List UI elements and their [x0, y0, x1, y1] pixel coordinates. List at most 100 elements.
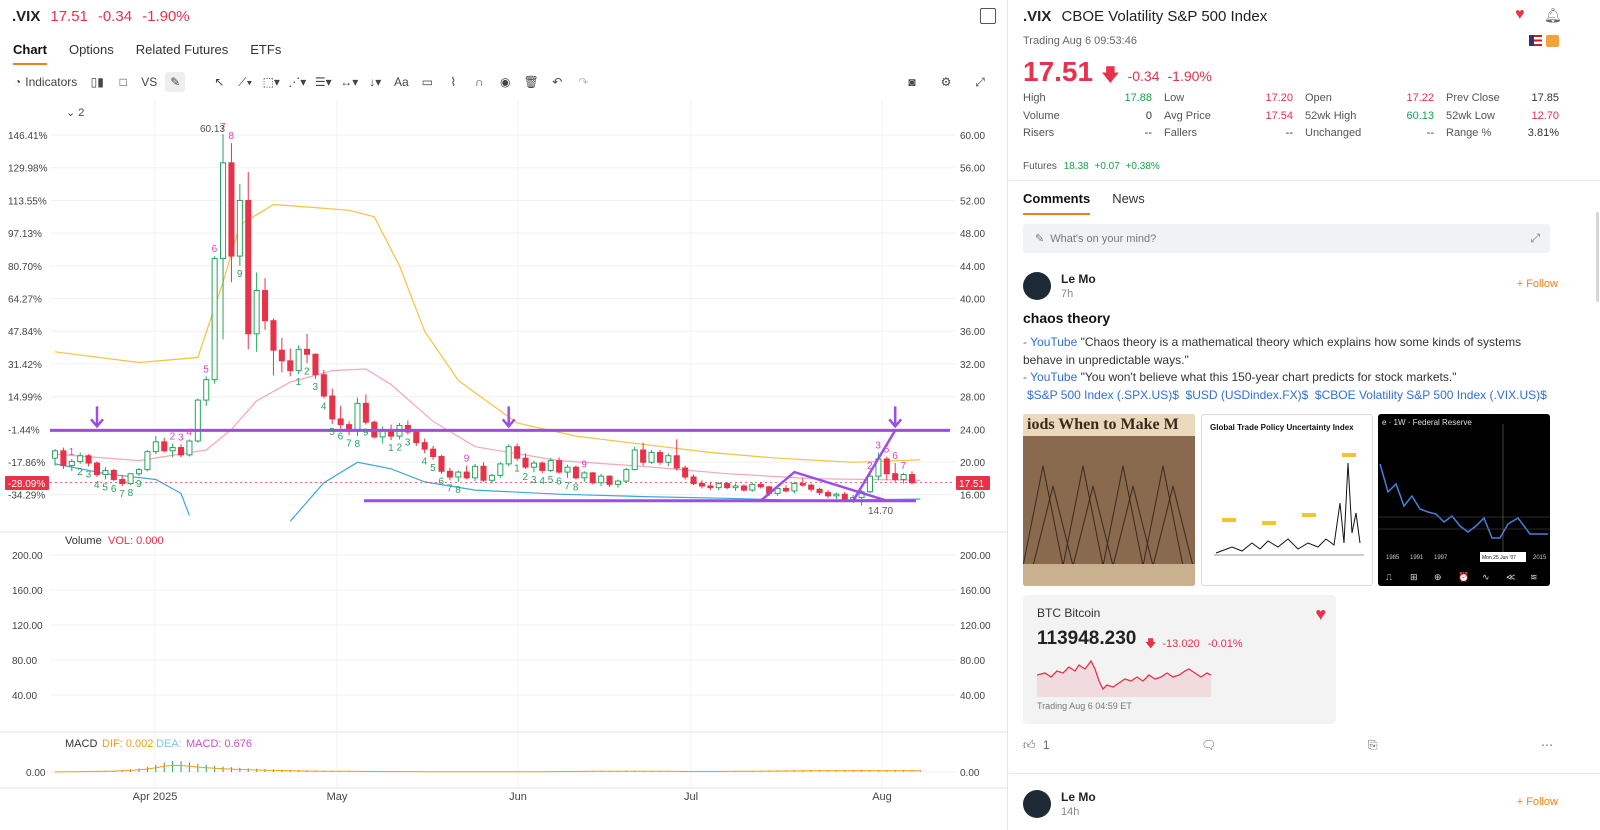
candle-body [799, 483, 806, 486]
stat-label: Low [1164, 92, 1185, 104]
td-count-label: 2 [396, 442, 402, 453]
heart-icon[interactable]: ♥ [1315, 604, 1326, 624]
indicators-button[interactable]: ◔ Indicators [10, 72, 81, 92]
favorite-heart-icon[interactable]: ♥ [1515, 6, 1525, 23]
tab-news[interactable]: News [1112, 191, 1145, 206]
comment-composer[interactable]: ✎ What's on your mind? ⤢ [1023, 224, 1550, 253]
eye-icon[interactable]: ◉ [500, 75, 511, 89]
note-icon[interactable]: ▭ [421, 75, 433, 89]
trendline-icon[interactable]: ⟋▾ [238, 74, 253, 89]
chart-tabs: Chart Options Related Futures ETFs [13, 42, 281, 65]
collapse-indicator-count[interactable]: ⌄ 2 [66, 107, 84, 119]
volume-axis-label: 200.00 [960, 551, 991, 562]
fullscreen-icon[interactable]: ⤢ [975, 74, 985, 89]
ticker-usd[interactable]: $USD (USDindex.FX)$ [1185, 387, 1309, 402]
btc-quote-card[interactable]: BTC Bitcoin ♥ 113948.230 🡇 -13.020 -0.01… [1023, 595, 1336, 724]
tab-related-futures[interactable]: Related Futures [135, 42, 229, 57]
svg-text:⊕: ⊕ [1434, 572, 1442, 582]
youtube-link-2[interactable]: - YouTube [1023, 370, 1078, 384]
post-author[interactable]: Le Mo [1061, 790, 1096, 804]
td-count-label: 7 [119, 489, 125, 500]
candle-body [808, 484, 815, 490]
candle-type-icon[interactable]: ▯▮ [90, 75, 104, 89]
trash-icon[interactable]: 🗑 [523, 75, 539, 89]
stat-cell: High 17.88 [1023, 92, 1164, 110]
fib-icon[interactable]: ☰▾ [314, 75, 332, 89]
td-count-label: 9 [581, 459, 587, 470]
avatar[interactable] [1023, 272, 1051, 300]
futures-row[interactable]: Futures 18.38 +0.07 +0.38% [1023, 161, 1160, 172]
share-icon[interactable]: ⎘ [1368, 738, 1378, 752]
shape-icon[interactable]: ⬚▾ [262, 75, 280, 89]
tab-options[interactable]: Options [68, 42, 114, 57]
td-count-label: 3 [875, 440, 881, 451]
follow-button[interactable]: + Follow [1516, 278, 1558, 290]
follow-button[interactable]: + Follow [1516, 796, 1558, 808]
candle-body [270, 320, 277, 351]
year-1991: 1991 [1410, 555, 1424, 561]
post-author[interactable]: Le Mo [1061, 272, 1096, 286]
candle-body [228, 162, 235, 257]
rectangle-icon[interactable]: □ [119, 75, 127, 89]
ticker-spx[interactable]: $S&P 500 Index (.SPX.US)$ [1027, 387, 1179, 402]
candle-body [211, 258, 218, 381]
btc-status: Trading Aug 6 04:59 ET [1037, 701, 1132, 711]
ticker-vix[interactable]: $CBOE Volatility S&P 500 Index (.VIX.US)… [1314, 387, 1547, 402]
axes: 60.00146.41%56.00129.98%52.00113.55%48.0… [8, 131, 991, 803]
expand-icon[interactable]: ⤢ [1530, 231, 1540, 245]
stat-cell: Unchanged -- [1305, 127, 1446, 145]
candle-body [127, 473, 134, 485]
redo-icon[interactable]: ↷ [578, 75, 589, 89]
compare-button[interactable]: VS [141, 75, 158, 89]
post-image-2[interactable]: Global Trade Policy Uncertainty Index [1201, 414, 1373, 586]
price: 17.51 [50, 8, 88, 25]
left-axis-label: 80.70% [8, 262, 42, 273]
tab-etfs[interactable]: ETFs [250, 42, 282, 57]
measure-icon[interactable]: ↔▾ [340, 75, 359, 89]
undo-icon[interactable]: ↶ [552, 75, 563, 89]
pattern-icon[interactable]: ⋰▾ [288, 75, 307, 89]
camera-icon[interactable]: ◙ [908, 75, 916, 89]
candle-body [757, 483, 764, 488]
stat-value: 17.85 [1531, 92, 1559, 104]
like-button[interactable]: 👍︎ 1 [1023, 738, 1050, 753]
candle-body [908, 474, 916, 484]
ma-blue-line [289, 461, 921, 522]
tab-comments[interactable]: Comments [1023, 191, 1091, 215]
cursor-icon[interactable]: ↖ [214, 75, 225, 89]
magnet-icon[interactable]: ∩ [474, 75, 484, 89]
post-image-1[interactable]: iods When to Make M [1023, 414, 1195, 586]
tab-chart[interactable]: Chart [13, 42, 47, 65]
chart-panel: .VIX 17.51 -0.34 -1.90% Chart Options Re… [0, 0, 1008, 830]
bell-icon[interactable]: 🔔︎ [1544, 7, 1562, 23]
svg-text:⎍: ⎍ [1386, 572, 1393, 582]
td-count-label: 2 [304, 366, 310, 377]
candle-body [320, 374, 327, 397]
comment-icon[interactable]: 🗨︎ [1201, 738, 1217, 752]
candle-body [892, 473, 899, 480]
arrow-down-tool-icon[interactable]: ↓▾ [369, 75, 382, 89]
more-icon[interactable]: ⋯ [1541, 738, 1553, 752]
text-tool[interactable]: Aa [393, 75, 409, 89]
volume-axis-label: 40.00 [960, 691, 985, 702]
avatar[interactable] [1023, 790, 1051, 818]
draw-pencil-icon[interactable]: ✎ [165, 72, 186, 92]
change: -0.34 [97, 8, 133, 25]
quote-symbol: .VIX [1023, 8, 1052, 25]
post-image-3[interactable]: e · 1W · Federal Reserve 1985 1991 1997 … [1378, 414, 1550, 586]
current-price-text: 17.51 [959, 479, 984, 490]
td-count-label: 6 [438, 477, 444, 488]
candle-body [253, 289, 260, 335]
candle-body [530, 462, 537, 468]
collapse-panel-icon[interactable] [980, 8, 996, 24]
scrollbar[interactable] [1596, 212, 1599, 302]
right-axis-label: 48.00 [960, 229, 985, 240]
youtube-link-1[interactable]: - YouTube [1023, 335, 1078, 349]
candle-body [505, 446, 512, 465]
settings-icon[interactable]: ⚙ [940, 75, 952, 89]
brush-icon[interactable]: ⌇ [450, 75, 457, 89]
td-count-label: 1 [69, 447, 75, 458]
candle-body [472, 465, 479, 479]
